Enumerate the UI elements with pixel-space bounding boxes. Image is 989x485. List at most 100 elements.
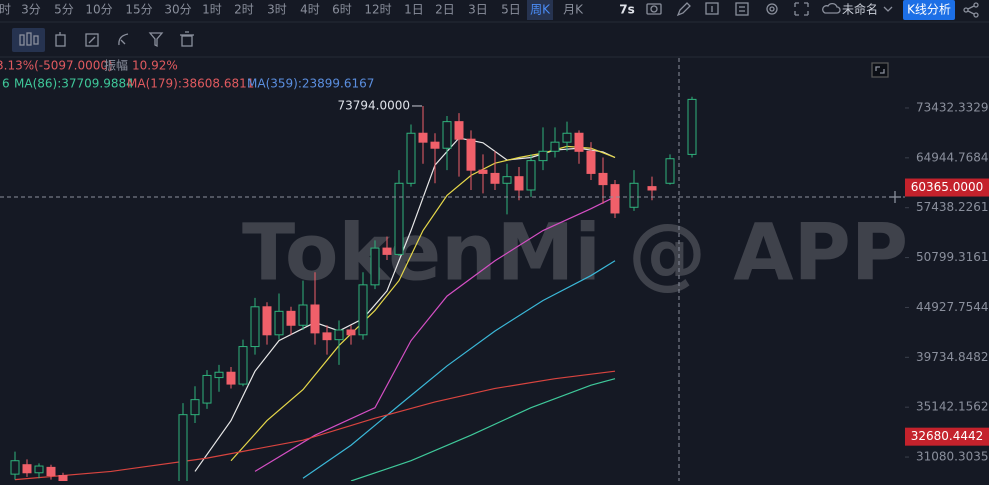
analysis-button-bg[interactable] (903, 0, 955, 20)
interval[interactable]: 4时 (300, 3, 320, 17)
y-tick-label: 64944.7684 (916, 150, 989, 164)
candle-body (274, 310, 284, 336)
interval-active-bg (527, 0, 553, 20)
candle-body (629, 182, 639, 208)
amplitude-label: 振幅 (104, 58, 128, 73)
candle-body (382, 247, 392, 255)
candle-body (598, 172, 608, 186)
watermark: TokenMi @ APP (242, 208, 908, 298)
ma-line (350, 378, 616, 481)
y-tick-label: 44927.7544 (916, 300, 989, 314)
interval[interactable]: 2时 (234, 3, 254, 17)
high-label: 73794.0000 (337, 98, 410, 112)
candle-body (298, 304, 308, 326)
ma-prefix: 6 (2, 77, 10, 91)
ma-value: MA(359):23899.6167 (247, 77, 374, 91)
candle-body (586, 150, 596, 174)
ma-line (302, 260, 616, 479)
candle-body (358, 284, 368, 336)
candle-body (687, 98, 697, 155)
candle-body (262, 306, 272, 336)
candle-body (538, 150, 548, 162)
interval[interactable]: 5日 (501, 3, 521, 17)
plot (10, 96, 697, 481)
price-marker-label: 60365.0000 (911, 180, 984, 194)
candle-body (454, 121, 464, 140)
speed[interactable]: 7s (619, 3, 635, 17)
candle-body (214, 371, 224, 379)
crosshair-add[interactable] (889, 191, 901, 203)
candle-body (370, 247, 380, 286)
candle-body (226, 371, 236, 385)
expand[interactable] (871, 62, 889, 78)
y-tick-label: 39734.8482 (916, 350, 989, 364)
candle-body (346, 329, 356, 336)
amplitude: 10.92% (132, 59, 178, 73)
candle-body (665, 158, 675, 184)
candle-body (562, 132, 572, 143)
y-tick-label: 57438.2261 (916, 200, 989, 214)
interval[interactable]: 3日 (468, 3, 488, 17)
analysis-button[interactable]: K线分析 (907, 3, 951, 17)
tool-active-bg (12, 28, 45, 52)
candle-body (250, 306, 260, 348)
candle-body (490, 172, 500, 184)
candle-body (430, 141, 440, 149)
candle-body (58, 474, 68, 481)
candle-body (310, 304, 320, 334)
price-marker-label: 32680.4442 (911, 429, 984, 443)
interval[interactable]: 3时 (267, 3, 287, 17)
candle-body (190, 399, 200, 416)
candle-body (466, 138, 476, 171)
candle-body (178, 414, 188, 481)
interval[interactable]: 15分 (125, 3, 152, 17)
interval[interactable]: 5分 (54, 3, 74, 17)
candle-body (502, 176, 512, 184)
candle-body (610, 184, 620, 214)
y-tick-label: 50799.3161 (916, 250, 989, 264)
ma-line (254, 196, 616, 472)
candle-body (550, 141, 560, 152)
interval[interactable]: 30分 (164, 3, 191, 17)
ma-line (14, 370, 616, 481)
change: 3.13%(-5097.0000) (0, 59, 113, 73)
candle-body (46, 466, 56, 476)
candle-body (514, 176, 524, 191)
ma-value: MA(179):38608.6811 (127, 77, 254, 91)
candle-body (202, 374, 212, 404)
candle-body (22, 464, 32, 474)
interval[interactable]: 时 (0, 3, 11, 17)
price-marker (905, 178, 989, 197)
interval[interactable]: 1时 (202, 3, 222, 17)
candle-body (526, 160, 536, 191)
interval[interactable]: 1日 (404, 3, 424, 17)
layout-name[interactable]: 未命名 (842, 2, 878, 17)
y-tick-label: 31080.3035 (916, 450, 989, 464)
candle-body (10, 460, 20, 475)
y-tick-label: 35142.1562 (916, 400, 989, 414)
candle-body (418, 132, 428, 143)
interval[interactable]: 6时 (332, 3, 352, 17)
candle-body (478, 169, 488, 174)
toolbar-icons[interactable] (646, 2, 979, 18)
price-marker (905, 427, 989, 446)
candle-body (334, 329, 344, 341)
interval[interactable]: 10分 (85, 3, 112, 17)
tools[interactable] (19, 31, 194, 48)
candle-body (238, 346, 248, 385)
y-tick-label: 73432.3329 (916, 100, 989, 114)
interval[interactable]: 2日 (435, 3, 455, 17)
candle-body (442, 121, 452, 149)
candle-body (286, 310, 296, 326)
candle-body (647, 186, 657, 191)
candle-body (406, 132, 416, 184)
interval[interactable]: 12时 (364, 3, 391, 17)
candle-body (34, 465, 44, 474)
interval[interactable]: 3分 (21, 3, 41, 17)
interval[interactable]: 周K (530, 3, 551, 17)
candle-body (574, 132, 584, 152)
candle-body (394, 182, 404, 255)
interval[interactable]: 月K (563, 3, 584, 17)
